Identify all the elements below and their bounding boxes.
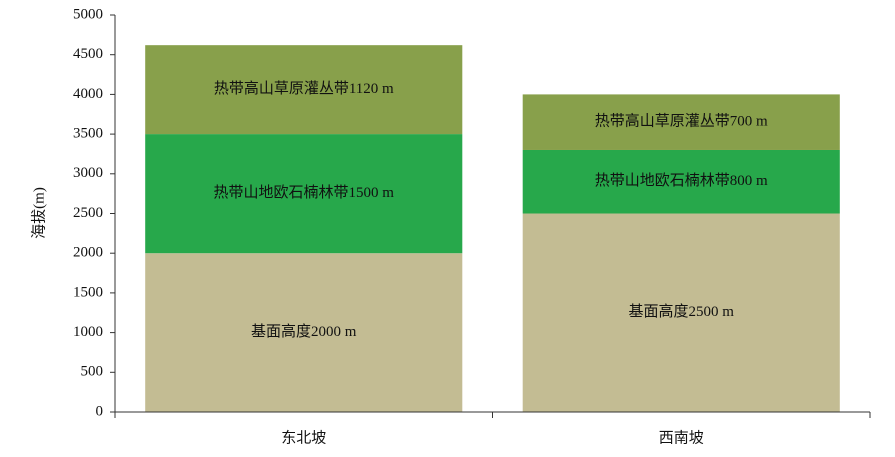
data-label: 热带高山草原灌丛带700 m bbox=[595, 113, 768, 130]
y-tick-label: 1000 bbox=[73, 324, 103, 340]
data-label: 基面高度2500 m bbox=[629, 303, 735, 320]
data-label: 热带山地欧石楠林带800 m bbox=[595, 172, 768, 189]
y-tick-label: 5000 bbox=[73, 6, 103, 22]
data-label: 基面高度2000 m bbox=[251, 323, 357, 340]
y-tick-label: 4000 bbox=[73, 86, 103, 102]
y-tick-label: 1500 bbox=[73, 284, 103, 300]
bar-segment bbox=[522, 213, 840, 412]
y-axis-label: 海拔(m) bbox=[30, 187, 47, 239]
x-tick-label: 西南坡 bbox=[659, 429, 704, 446]
y-tick-label: 0 bbox=[96, 403, 104, 419]
bar-segment bbox=[145, 253, 463, 412]
y-tick-label: 3500 bbox=[73, 126, 103, 142]
bar-segment bbox=[522, 149, 840, 214]
data-label: 热带山地欧石楠林带1500 m bbox=[214, 184, 395, 201]
y-tick-label: 500 bbox=[81, 364, 104, 380]
data-label: 热带高山草原灌丛带1120 m bbox=[214, 80, 394, 97]
y-tick-label: 2500 bbox=[73, 205, 103, 221]
y-tick-label: 4500 bbox=[73, 46, 103, 62]
bar-segment bbox=[145, 45, 463, 135]
y-tick-label: 2000 bbox=[73, 245, 103, 261]
x-tick-label: 东北坡 bbox=[281, 429, 326, 446]
y-tick-label: 3000 bbox=[73, 165, 103, 181]
bar-segment bbox=[145, 134, 463, 254]
bar-segment bbox=[522, 94, 840, 150]
